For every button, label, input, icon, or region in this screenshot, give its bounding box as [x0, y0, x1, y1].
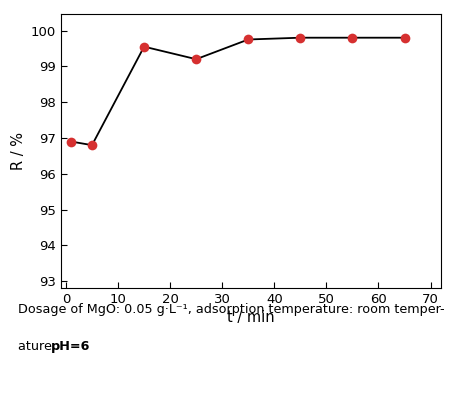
Y-axis label: R / %: R / %	[11, 132, 27, 171]
Text: Dosage of MgO: 0.05 g·L⁻¹, adsorption temperature: room temper-: Dosage of MgO: 0.05 g·L⁻¹, adsorption te…	[18, 303, 445, 316]
X-axis label: t / min: t / min	[227, 310, 274, 325]
Text: ature,: ature,	[18, 340, 60, 353]
Text: pH=6: pH=6	[51, 340, 90, 353]
